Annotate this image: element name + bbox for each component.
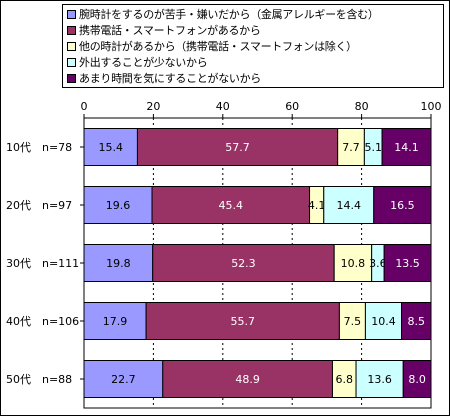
x-tick-label: 40 — [216, 100, 230, 113]
bar-segment — [83, 302, 147, 340]
bar-segment — [333, 244, 373, 282]
legend-item-dislike-watch: 腕時計をするのが苦手・嫌いだから（金属アレルギーを含む） — [67, 6, 379, 22]
data-label: 8.0 — [408, 373, 426, 386]
data-label: 7.5 — [344, 315, 362, 328]
bar-segment — [373, 186, 432, 224]
bar-segment — [151, 186, 311, 224]
data-label: 4.1 — [308, 199, 326, 212]
legend: 腕時計をするのが苦手・嫌いだから（金属アレルギーを含む） 携帯電話・スマートフォ… — [62, 4, 444, 88]
legend-swatch — [67, 41, 76, 51]
legend-item-have-phone: 携帯電話・スマートフォンがあるから — [67, 22, 261, 38]
legend-item-not-care-time: あまり時間を気にすることがないから — [67, 70, 261, 86]
legend-label: 外出することが少ないから — [79, 56, 208, 69]
x-tick-label: 0 — [81, 100, 88, 113]
data-label: 10.4 — [371, 315, 396, 328]
bar-segment — [381, 128, 432, 166]
bar-segment — [162, 360, 333, 398]
bar-segment — [383, 244, 432, 282]
data-label: 13.6 — [367, 373, 392, 386]
bar-segment — [364, 302, 403, 340]
bar-segment — [338, 302, 366, 340]
data-label: 7.7 — [342, 141, 360, 154]
category-label: 20代 n=97 — [6, 199, 72, 212]
bar-segment — [83, 360, 164, 398]
bar-segment — [136, 128, 339, 166]
legend-swatch — [67, 25, 76, 35]
bar-segment — [402, 360, 432, 398]
x-tick-label: 60 — [285, 100, 299, 113]
legend-item-rarely-out: 外出することが少ないから — [67, 54, 208, 70]
data-label: 19.8 — [106, 257, 131, 270]
category-label: 50代 n=88 — [6, 373, 72, 386]
legend-swatch — [67, 73, 76, 83]
data-label: 16.5 — [390, 199, 415, 212]
bar-segment — [152, 244, 335, 282]
data-label: 19.6 — [106, 199, 131, 212]
data-label: 17.9 — [103, 315, 128, 328]
data-label: 14.4 — [337, 199, 362, 212]
data-label: 13.5 — [395, 257, 420, 270]
data-label: 15.4 — [98, 141, 123, 154]
category-label: 40代 n=106 — [6, 315, 79, 328]
data-label: 22.7 — [111, 373, 136, 386]
legend-label: あまり時間を気にすることがないから — [79, 72, 262, 85]
legend-label: 腕時計をするのが苦手・嫌いだから（金属アレルギーを含む） — [79, 8, 379, 21]
data-label: 52.3 — [231, 257, 256, 270]
x-tick-label: 100 — [421, 100, 442, 113]
category-label: 30代 n=111 — [6, 257, 79, 270]
data-label: 48.9 — [235, 373, 260, 386]
legend-label: 携帯電話・スマートフォンがあるから — [79, 24, 261, 37]
data-label: 57.7 — [225, 141, 250, 154]
data-label: 8.5 — [408, 315, 426, 328]
bar-segment — [323, 186, 375, 224]
data-label: 3.6 — [369, 257, 387, 270]
legend-item-other-clock: 他の時計があるから（携帯電話・スマートフォンは除く） — [67, 38, 357, 54]
data-label: 45.4 — [219, 199, 244, 212]
legend-swatch — [67, 9, 76, 19]
data-label: 55.7 — [231, 315, 256, 328]
data-label: 10.8 — [341, 257, 366, 270]
data-label: 14.1 — [394, 141, 419, 154]
category-label: 10代 n=78 — [6, 141, 72, 154]
legend-swatch — [67, 57, 76, 67]
legend-label: 他の時計があるから（携帯電話・スマートフォンは除く） — [79, 40, 357, 53]
data-label: 5.1 — [364, 141, 382, 154]
x-tick-label: 80 — [355, 100, 369, 113]
bar-segment — [401, 302, 432, 340]
x-tick-label: 20 — [146, 100, 160, 113]
data-label: 6.8 — [336, 373, 354, 386]
bar-segment — [83, 128, 138, 166]
